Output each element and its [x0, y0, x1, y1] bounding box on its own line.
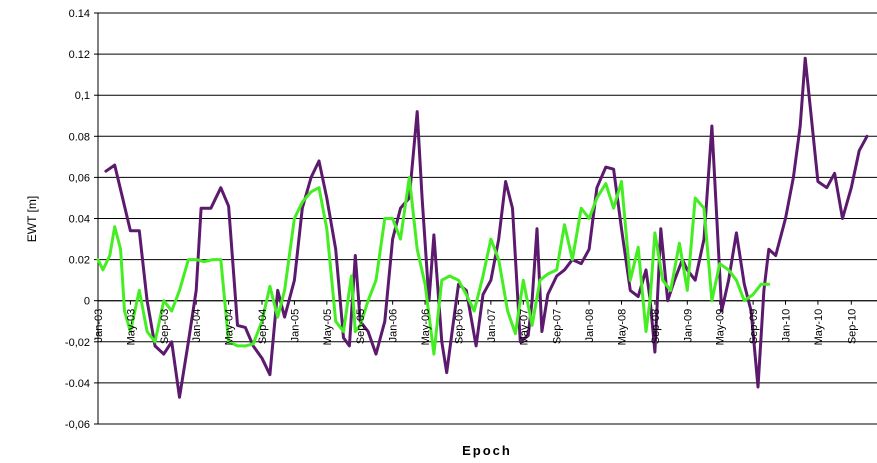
x-tick-label: Sep-09	[748, 309, 760, 344]
x-tick-label: Jan-03	[93, 309, 105, 343]
x-tick-labels: Jan-03 May-03 Sep-03 Jan-04 May-04 Sep-04 Jan-…	[93, 309, 858, 346]
x-tick-label: Sep-04	[257, 309, 269, 344]
series-line-2	[96, 175, 771, 356]
y-axis-label: EWT [m]	[25, 196, 39, 242]
x-tick-label: Sep-08	[650, 309, 662, 344]
y-tick-label: 0.12	[69, 49, 90, 61]
x-tick-label: Sep-03	[159, 309, 171, 344]
x-tick-label: Jan-05	[289, 309, 301, 343]
y-tick-label: -0,06	[65, 419, 90, 431]
x-tick-label: May-10	[813, 309, 825, 346]
x-tick-label: Jan-04	[191, 309, 203, 343]
x-tick-label: Jan-08	[584, 309, 596, 343]
y-tick-label: -0.04	[65, 378, 90, 390]
y-tick-labels: 0.14 0.12 0,1 0.08 0,06 0.04 0.02 0 -0,02 -0.04 -0…	[65, 8, 90, 431]
x-axis-label: Epoch	[462, 443, 512, 458]
x-tick-label: Sep-05	[355, 309, 367, 344]
x-tick-label: Jan-09	[682, 309, 694, 343]
y-tick-label: 0	[84, 296, 90, 308]
y-tick-label: 0.04	[69, 214, 90, 226]
y-tick-label: 0,1	[75, 90, 90, 102]
x-tick-label: Jan-07	[486, 309, 498, 343]
x-tick-label: May-04	[224, 309, 236, 346]
x-tick-label: Sep-10	[846, 309, 858, 344]
y-tick-label: 0.08	[69, 131, 90, 143]
x-tick-label: Jan-06	[388, 309, 400, 343]
series-lines	[96, 56, 869, 399]
y-tick-label: 0.02	[69, 255, 90, 267]
series-line-1	[104, 56, 869, 399]
y-tick-label: -0,02	[65, 337, 90, 349]
x-tick-label: Sep-07	[552, 309, 564, 344]
x-tick-label: Sep-06	[453, 309, 465, 344]
x-tick-label: May-09	[715, 309, 727, 346]
x-tick-label: May-07	[518, 309, 530, 346]
x-tick-label: May-08	[616, 309, 628, 346]
x-tick-label: Jan-10	[781, 309, 793, 343]
x-tick-label: May-03	[125, 309, 137, 346]
x-tick-label: May-06	[420, 309, 432, 346]
y-tick-label: 0.14	[69, 8, 90, 20]
y-tick-label: 0,06	[69, 172, 90, 184]
x-tick-label: May-05	[322, 309, 334, 346]
